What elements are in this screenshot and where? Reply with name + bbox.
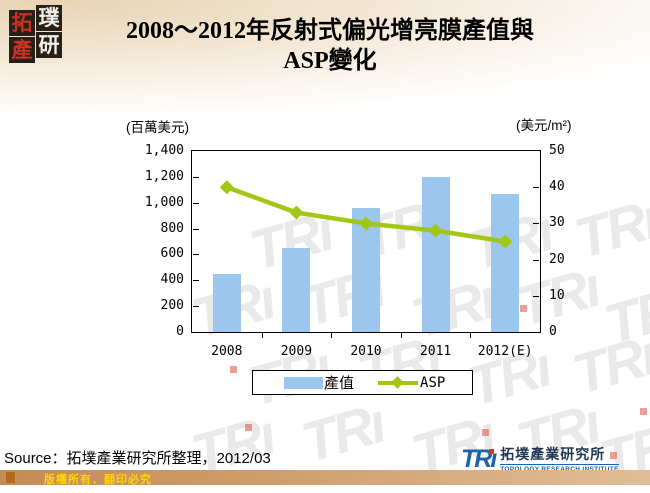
watermark-red-dot	[640, 408, 647, 415]
left-axis-tick-label: 800	[160, 220, 184, 236]
left-axis-tickmark	[193, 202, 199, 204]
asp-diamond-marker	[498, 234, 513, 249]
right-axis-tickmark	[533, 223, 539, 225]
left-axis-tickmark	[193, 228, 199, 230]
watermark-red-dot	[230, 366, 237, 373]
x-axis-label: 2010	[350, 344, 382, 359]
watermark-red-dot	[520, 305, 527, 312]
x-axis-tickmark	[400, 333, 402, 338]
right-axis-tickmark	[533, 259, 539, 261]
legend-line-swatch	[378, 375, 419, 389]
page-title-line2: ASP變化	[283, 48, 377, 74]
right-axis-tick-label: 0	[549, 324, 557, 339]
tri-name-chinese: 拓墣產業研究所	[500, 448, 619, 465]
watermark-red-dot	[482, 429, 489, 436]
bar-2009	[282, 247, 311, 332]
right-axis-tick-label: 40	[549, 179, 565, 195]
copyright-text: 版權所有．翻印必究	[44, 474, 152, 486]
right-axis-tickmark	[533, 295, 539, 297]
tri-footer-logo: TRı 拓墣產業研究所 TOPOLOGY RESEARCH INSTITUTE	[461, 447, 619, 473]
bar-2012(E)	[491, 193, 520, 332]
asp-diamond-marker	[289, 205, 304, 220]
asp-line	[219, 180, 513, 249]
corner-logo-char: 研	[36, 32, 62, 58]
left-axis-tickmark	[193, 254, 199, 256]
chart-legend: 產值 ASP	[252, 370, 473, 395]
right-axis-tick-label: 20	[549, 251, 565, 267]
legend-label-asp: ASP	[420, 374, 446, 391]
corner-logo-char: 產	[9, 37, 35, 63]
x-axis-tickmark	[331, 333, 333, 338]
left-axis-tickmark	[193, 306, 199, 308]
x-axis-label: 2009	[280, 344, 313, 359]
tri-red-dot-icon	[489, 449, 495, 454]
x-axis-label: 2012(E)	[477, 344, 533, 359]
left-axis-tick-label: 400	[160, 272, 184, 288]
copyright-bar-chip	[6, 472, 15, 483]
left-axis-caption: (百萬美元)	[126, 120, 189, 135]
topology-corner-logo: 拓 璞 產 研	[8, 4, 66, 64]
left-axis-tick-label: 1,000	[144, 194, 184, 210]
asp-diamond-marker	[359, 216, 373, 231]
x-axis-tickmark	[261, 333, 263, 338]
legend-bar-swatch	[284, 376, 323, 389]
header-background-texture	[0, 0, 650, 112]
x-axis-tickmark	[470, 333, 472, 338]
right-axis-tick-label: 30	[549, 215, 565, 231]
plot-area	[191, 150, 541, 333]
bar-2011	[421, 176, 450, 332]
left-axis-tick-label: 1,400	[144, 143, 184, 158]
x-axis-label: 2011	[419, 344, 452, 359]
corner-logo-char: 拓	[9, 10, 35, 36]
legend-diamond-marker	[391, 375, 404, 389]
left-axis-tick-label: 0	[176, 324, 184, 339]
right-axis-tick-label: 10	[549, 287, 565, 303]
copyright-bar: 版權所有．翻印必究	[0, 470, 650, 486]
left-axis-tickmark	[193, 280, 199, 282]
source-note: Source：拓墣產業研究所整理，2012/03	[4, 450, 271, 467]
watermark-red-dot	[610, 452, 617, 459]
corner-logo-char: 璞	[36, 5, 62, 31]
right-axis-tickmark	[533, 187, 539, 189]
tri-name-english: TOPOLOGY RESEARCH INSTITUTE	[500, 466, 618, 473]
page-title: 2008～2012年反射式偏光增亮膜產值與 ASP變化	[65, 16, 595, 76]
right-axis-caption: (美元/m²)	[516, 118, 572, 133]
watermark-red-dot	[245, 424, 252, 431]
asp-diamond-marker	[428, 223, 443, 238]
legend-label-output-value: 產值	[324, 375, 355, 392]
tri-acronym: TRı	[461, 445, 497, 473]
tri-names: 拓墣產業研究所 TOPOLOGY RESEARCH INSTITUTE	[500, 448, 619, 473]
left-axis-tick-label: 200	[160, 298, 184, 314]
left-axis-tickmark	[193, 176, 199, 178]
left-axis-tick-label: 600	[160, 246, 184, 262]
x-axis-label: 2008	[211, 344, 243, 359]
left-axis-tick-label: 1,200	[144, 168, 184, 184]
bar-2008	[212, 273, 241, 332]
page-title-line1: 2008～2012年反射式偏光增亮膜產值與	[126, 18, 534, 44]
right-axis-tick-label: 50	[549, 143, 565, 158]
asp-diamond-marker	[219, 180, 234, 195]
